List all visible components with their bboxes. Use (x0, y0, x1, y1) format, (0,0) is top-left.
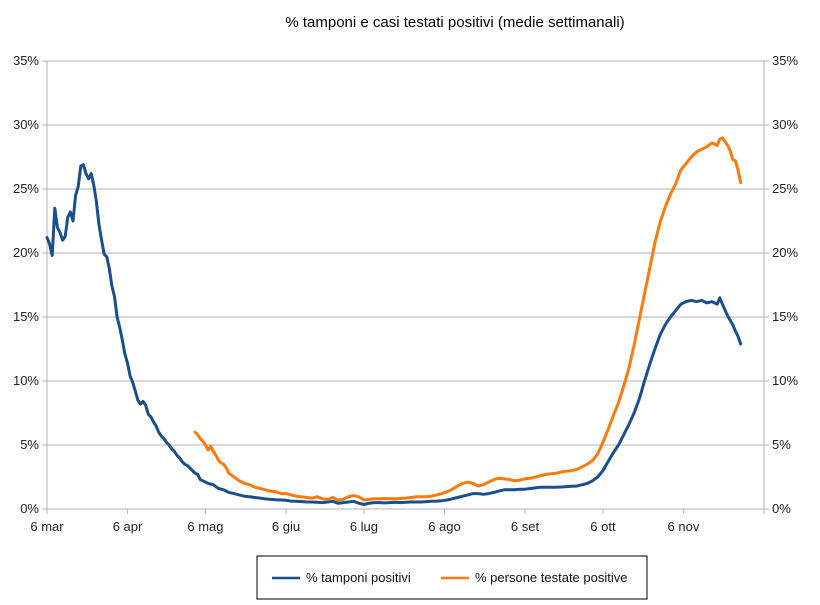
y-axis-right-labels: 0% 5% 10% 15% 20% 25% 30% 35% (772, 53, 798, 516)
series-line-0 (45, 163, 743, 506)
y-tick-label-right: 15% (772, 309, 798, 324)
x-tick-label: 6 ott (590, 519, 616, 534)
x-tick-label: 6 giu (272, 519, 300, 534)
series-layer (45, 136, 743, 506)
x-tick-label: 6 set (511, 519, 540, 534)
y-axis-left-labels: 0% 5% 10% 15% 20% 25% 30% 35% (13, 53, 39, 516)
y-tick-label-right: 5% (772, 437, 791, 452)
y-tick-label-right: 25% (772, 181, 798, 196)
x-tick-label: 6 nov (668, 519, 700, 534)
series-line-1 (193, 136, 743, 502)
y-tick-label-left: 35% (13, 53, 39, 68)
y-tick-label-left: 20% (13, 245, 39, 260)
x-tick-label: 6 mag (187, 519, 223, 534)
y-tick-label-right: 20% (772, 245, 798, 260)
x-tick-label: 6 ago (428, 519, 461, 534)
y-tick-label-left: 15% (13, 309, 39, 324)
y-tick-label-left: 5% (20, 437, 39, 452)
axes (46, 61, 765, 514)
y-tick-label-right: 35% (772, 53, 798, 68)
y-tick-label-left: 25% (13, 181, 39, 196)
legend-label-tamponi: % tamponi positivi (306, 570, 411, 585)
x-axis-labels: 6 mar 6 apr 6 mag 6 giu 6 lug 6 ago 6 set 6 ott… (30, 519, 699, 534)
x-tick-label: 6 mar (30, 519, 64, 534)
y-tick-label-right: 0% (772, 501, 791, 516)
chart-title: % tamponi e casi testati positivi (medie… (285, 14, 624, 31)
legend-label-persone: % persone testate positive (475, 570, 627, 585)
y-tick-label-right: 30% (772, 117, 798, 132)
y-tick-label-left: 30% (13, 117, 39, 132)
y-tick-label-left: 10% (13, 373, 39, 388)
y-tick-label-right: 10% (772, 373, 798, 388)
legend: % tamponi positivi % persone testate pos… (256, 555, 648, 600)
x-tick-label: 6 apr (113, 519, 143, 534)
x-tick-label: 6 lug (350, 519, 378, 534)
y-tick-label-left: 0% (20, 501, 39, 516)
